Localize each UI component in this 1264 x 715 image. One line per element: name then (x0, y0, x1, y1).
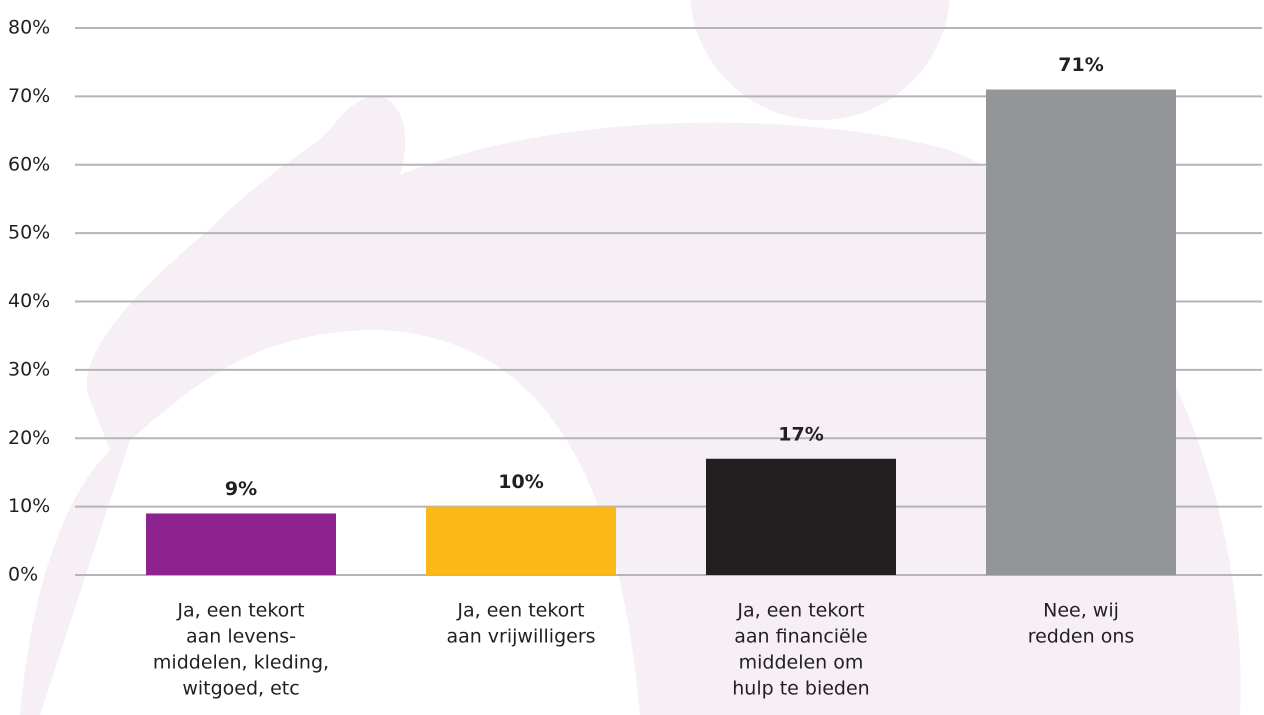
bar (146, 513, 336, 575)
x-tick-label: Ja, een tekort (456, 600, 584, 622)
x-tick-label: aan financiële (734, 626, 867, 648)
y-tick-label: 0% (8, 564, 38, 586)
x-tick-label: middelen om (739, 652, 864, 674)
x-tick-label: redden ons (1028, 626, 1135, 648)
y-tick-label: 80% (8, 17, 50, 39)
bar (706, 458, 896, 575)
value-label: 71% (1058, 54, 1103, 76)
x-tick-label: Ja, een tekort (176, 600, 304, 622)
bar (986, 89, 1176, 575)
y-tick-label: 50% (8, 222, 50, 244)
x-tick-label: hulp te bieden (732, 678, 869, 700)
x-tick-label: aan vrijwilligers (446, 626, 595, 648)
y-tick-label: 30% (8, 358, 50, 380)
background-decoration (20, 0, 1241, 715)
value-label: 9% (225, 478, 257, 500)
value-label: 17% (778, 423, 823, 445)
y-tick-label: 40% (8, 290, 50, 312)
x-tick-label: Nee, wij (1043, 600, 1119, 622)
y-tick-label: 60% (8, 153, 50, 175)
y-tick-label: 20% (8, 427, 50, 449)
y-tick-label: 10% (8, 495, 50, 517)
x-tick-label: Ja, een tekort (736, 600, 864, 622)
value-label: 10% (498, 471, 543, 493)
y-tick-label: 70% (8, 85, 50, 107)
bar (426, 506, 616, 575)
x-tick-label: aan levens- (186, 626, 296, 648)
x-tick-label: middelen, kleding, (153, 652, 329, 674)
x-tick-label: witgoed, etc (182, 678, 299, 700)
